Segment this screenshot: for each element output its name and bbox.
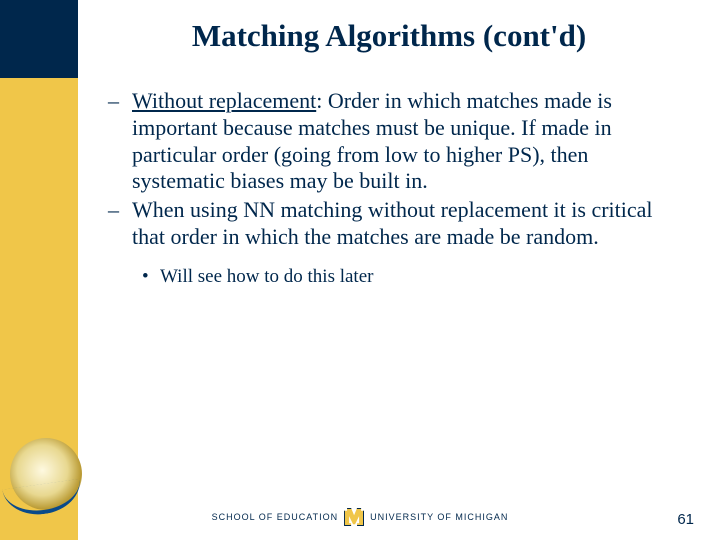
slide-content: – Without replacement: Order in which ma… [108,88,680,288]
bullet-dash: – [108,88,132,195]
sub-bullet-item: • Will see how to do this later [142,265,680,288]
bullet-lead-underlined: Without replacement [132,88,316,113]
footer-school-text: SCHOOL OF EDUCATION [212,512,339,522]
bullet-text: Without replacement: Order in which matc… [132,88,680,195]
sub-bullet-mark: • [142,265,160,288]
bullet-item: – When using NN matching without replace… [108,197,680,251]
slide-title: Matching Algorithms (cont'd) [78,18,700,54]
bullet-text: When using NN matching without replaceme… [132,197,680,251]
sub-bullet-text: Will see how to do this later [160,265,373,288]
bullet-item: – Without replacement: Order in which ma… [108,88,680,195]
stripe-navy-block [0,0,78,78]
footer-university-text: UNIVERSITY OF MICHIGAN [370,512,508,522]
bullet-dash: – [108,197,132,251]
page-number: 61 [677,511,694,528]
block-m-icon [344,508,364,526]
footer-branding: SCHOOL OF EDUCATION UNIVERSITY OF MICHIG… [0,508,720,526]
